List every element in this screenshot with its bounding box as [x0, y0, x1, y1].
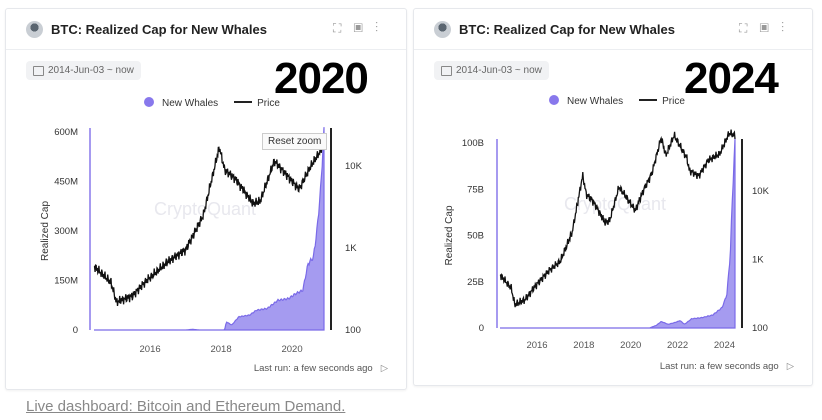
chart-card-2020: BTC: Realized Cap for New Whales ⛶▣⋮ 201… — [5, 8, 407, 390]
legend: New Whales Price — [144, 97, 280, 109]
date-range[interactable]: 2014-Jun-03 ~ now — [26, 61, 141, 80]
x-tick-label: 2018 — [210, 344, 231, 355]
card-title: BTC: Realized Cap for New Whales — [51, 22, 267, 37]
y-tick-label: 25B — [467, 277, 484, 288]
y-tick-label: 100B — [462, 138, 484, 149]
y2-tick-label: 10K — [752, 186, 770, 197]
fullscreen-icon[interactable]: ⛶ — [738, 21, 760, 35]
last-run: Last run: a few seconds ago ▷ — [254, 363, 388, 374]
terminal-icon[interactable]: ▣ — [353, 21, 375, 35]
legend-price[interactable]: Price — [662, 96, 685, 107]
y2-tick-label: 10K — [345, 161, 363, 172]
fullscreen-icon[interactable]: ⛶ — [332, 21, 354, 35]
x-tick-label: 2018 — [573, 340, 594, 351]
last-run: Last run: a few seconds ago ▷ — [660, 361, 794, 372]
y-tick-label: 0 — [73, 325, 78, 336]
x-tick-label: 2016 — [140, 344, 161, 355]
date-range[interactable]: 2014-Jun-03 ~ now — [434, 61, 549, 80]
legend-price-marker — [639, 99, 658, 101]
x-tick-label: 2020 — [281, 344, 302, 355]
chart-card-2024: BTC: Realized Cap for New Whales ⛶▣⋮ 201… — [413, 8, 813, 386]
series-price — [93, 142, 325, 306]
y-tick-label: 300M — [54, 226, 78, 237]
y2-tick-label: 100 — [345, 325, 361, 336]
card-header: BTC: Realized Cap for New Whales ⛶▣⋮ — [414, 9, 812, 50]
x-tick-label: 2016 — [526, 340, 547, 351]
more-icon[interactable]: ⋮ — [780, 21, 796, 35]
y-tick-label: 450M — [54, 177, 78, 188]
legend-whales[interactable]: New Whales — [567, 96, 624, 107]
series-price — [499, 129, 736, 308]
footer-link[interactable]: Live dashboard: Bitcoin and Ethereum Dem… — [26, 398, 346, 415]
last-run-text: Last run: a few seconds ago — [253, 363, 373, 374]
legend-whales[interactable]: New Whales — [162, 98, 219, 109]
y-tick-label: 600M — [54, 127, 78, 138]
play-icon[interactable]: ▷ — [380, 363, 388, 374]
x-tick-label: 2024 — [714, 340, 735, 351]
year-label: 2024 — [684, 54, 779, 103]
x-tick-label: 2022 — [667, 340, 688, 351]
y2-tick-label: 100 — [752, 323, 768, 334]
avatar — [434, 21, 451, 38]
terminal-icon[interactable]: ▣ — [759, 21, 781, 35]
card-header: BTC: Realized Cap for New Whales ⛶▣⋮ — [6, 9, 406, 50]
legend-whales-marker — [549, 95, 559, 105]
more-icon[interactable]: ⋮ — [374, 21, 390, 35]
x-tick-label: 2020 — [620, 340, 641, 351]
y2-tick-label: 1K — [345, 243, 357, 254]
y-tick-label: 50B — [467, 231, 484, 242]
card-title: BTC: Realized Cap for New Whales — [459, 22, 675, 37]
y-tick-label: 75B — [467, 184, 484, 195]
avatar — [26, 21, 43, 38]
legend-price-marker — [234, 101, 253, 103]
y-tick-label: 0 — [479, 323, 484, 334]
reset-zoom-button[interactable]: Reset zoom — [262, 133, 328, 150]
series-new-whales — [94, 127, 325, 331]
play-icon[interactable]: ▷ — [786, 361, 794, 372]
y-axis-label: Realized Cap — [40, 201, 51, 261]
y-axis-label: Realized Cap — [444, 205, 455, 265]
y2-tick-label: 1K — [752, 255, 764, 266]
year-label: 2020 — [274, 54, 369, 103]
legend: New Whales Price — [549, 95, 685, 107]
legend-price[interactable]: Price — [257, 98, 280, 109]
y-tick-label: 150M — [54, 276, 78, 287]
last-run-text: Last run: a few seconds ago — [659, 361, 779, 372]
legend-whales-marker — [144, 97, 154, 107]
series-new-whales — [500, 138, 736, 329]
